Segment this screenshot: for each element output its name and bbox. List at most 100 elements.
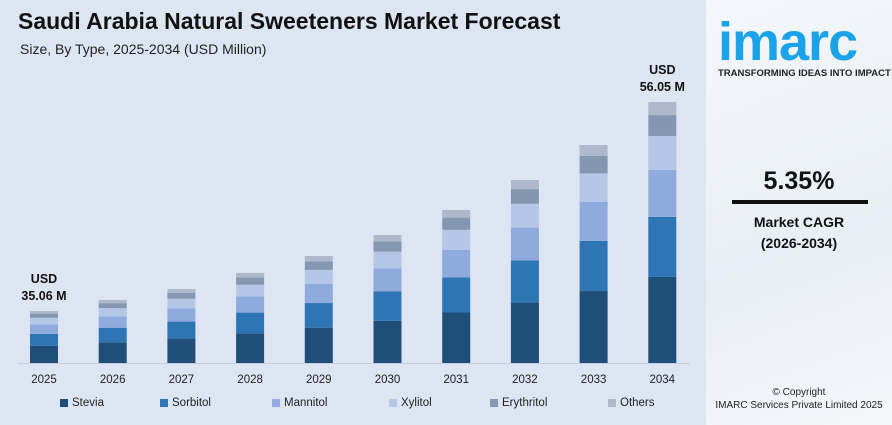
legend-swatch <box>490 399 498 407</box>
legend-swatch <box>389 399 397 407</box>
bar-segment-xylitol-2028 <box>236 284 265 297</box>
bar-segment-stevia-2034 <box>648 276 677 363</box>
legend-label: Mannitol <box>284 397 328 409</box>
bar-segment-mannitol-2029 <box>304 283 333 304</box>
bar-segment-stevia-2025 <box>30 345 58 363</box>
cagr-period: (2026-2034) <box>760 235 838 251</box>
bar-segment-stevia-2030 <box>373 320 402 363</box>
x-tick-label: 2034 <box>650 374 676 386</box>
bar-segment-xylitol-2032 <box>510 203 539 228</box>
legend-label: Others <box>620 397 655 409</box>
bar-segment-sorbitol-2027 <box>167 321 196 339</box>
bar-segment-stevia-2026 <box>98 342 127 363</box>
legend-label: Sorbitol <box>172 397 211 409</box>
legend-label: Stevia <box>72 397 104 409</box>
bar-segment-xylitol-2034 <box>648 135 677 170</box>
data-label: 56.05 M <box>640 80 685 94</box>
copyright-line: © Copyright <box>772 387 826 398</box>
x-tick-label: 2028 <box>237 374 263 386</box>
bar-segment-erythritol-2031 <box>442 217 471 230</box>
chart-subtitle: Size, By Type, 2025-2034 (USD Million) <box>20 41 267 57</box>
bar-segment-xylitol-2026 <box>98 308 127 317</box>
bar-segment-mannitol-2033 <box>579 201 608 241</box>
legend-label: Erythritol <box>502 397 548 409</box>
x-tick-label: 2032 <box>512 374 538 386</box>
bar-segment-mannitol-2032 <box>510 227 539 261</box>
bar-segment-sorbitol-2031 <box>442 277 471 313</box>
x-tick-label: 2029 <box>306 374 332 386</box>
bar-segment-mannitol-2031 <box>442 249 471 278</box>
x-tick-label: 2033 <box>581 374 607 386</box>
bar-segment-mannitol-2025 <box>30 324 58 334</box>
bar-segment-erythritol-2033 <box>579 155 608 174</box>
bar-segment-xylitol-2033 <box>579 173 608 202</box>
legend-swatch <box>60 399 68 407</box>
cagr-label: Market CAGR (2026-2034) <box>706 212 892 254</box>
divider <box>732 200 868 204</box>
bar-segment-erythritol-2029 <box>304 261 333 270</box>
legend-swatch <box>608 399 616 407</box>
bar-segment-erythritol-2032 <box>510 189 539 204</box>
bar-segment-sorbitol-2033 <box>579 240 608 292</box>
legend-item-sorbitol: Sorbitol <box>160 397 211 409</box>
bar-segment-others-2031 <box>442 209 471 218</box>
legend-swatch <box>272 399 280 407</box>
bar-segment-mannitol-2027 <box>167 308 196 322</box>
bar-segment-mannitol-2026 <box>98 316 127 328</box>
data-label: USD <box>649 63 675 77</box>
bar-segment-sorbitol-2030 <box>373 291 402 321</box>
bar-segment-erythritol-2027 <box>167 292 196 299</box>
x-tick-label: 2027 <box>169 374 195 386</box>
bar-segment-others-2034 <box>648 102 677 116</box>
bar-segment-stevia-2033 <box>579 291 608 363</box>
x-tick-label: 2030 <box>375 374 401 386</box>
legend-item-erythritol: Erythritol <box>490 397 547 409</box>
bar-segment-xylitol-2027 <box>167 298 196 309</box>
bar-segment-others-2032 <box>510 179 539 190</box>
bar-segment-sorbitol-2032 <box>510 260 539 303</box>
bar-segment-sorbitol-2028 <box>236 312 265 334</box>
x-tick-label: 2026 <box>100 374 126 386</box>
legend-label: Xylitol <box>401 397 432 409</box>
cagr-label-text: Market CAGR <box>753 214 845 230</box>
bar-segment-others-2026 <box>98 299 127 304</box>
legend-swatch <box>160 399 168 407</box>
legend-item-stevia: Stevia <box>60 397 104 409</box>
bar-segment-mannitol-2028 <box>236 296 265 313</box>
bar-segment-stevia-2029 <box>304 327 333 363</box>
bar-segment-stevia-2031 <box>442 312 471 363</box>
bar-segment-stevia-2032 <box>510 302 539 363</box>
bar-segment-xylitol-2029 <box>304 269 333 284</box>
bar-segment-erythritol-2026 <box>98 303 127 309</box>
bar-segment-others-2033 <box>579 145 608 156</box>
stacked-bar-chart: 2025 USD 35.06 M 2026 2027 2028 2029 2030 2031 20… <box>18 63 690 386</box>
data-label: USD <box>31 272 57 286</box>
bar-segment-sorbitol-2034 <box>648 216 677 277</box>
bar-segment-others-2025 <box>30 311 58 314</box>
bar-segment-mannitol-2034 <box>648 169 677 217</box>
copyright: © Copyright IMARC Services Private Limite… <box>706 386 892 412</box>
bar-segment-erythritol-2025 <box>30 313 58 318</box>
bar-segment-mannitol-2030 <box>373 268 402 292</box>
chart-title: Saudi Arabia Natural Sweeteners Market F… <box>18 8 561 34</box>
bar-segment-xylitol-2030 <box>373 251 402 269</box>
legend-item-xylitol: Xylitol <box>389 397 432 409</box>
bar-segment-erythritol-2028 <box>236 277 265 285</box>
legend-item-others: Others <box>608 397 655 409</box>
bar-segment-others-2029 <box>304 255 333 262</box>
imarc-logo: imarc <box>718 12 858 72</box>
legend-item-mannitol: Mannitol <box>272 397 327 409</box>
side-panel: imarc TRANSFORMING IDEAS INTO IMPACT 5.3… <box>706 0 892 425</box>
cagr-value: 5.35% <box>763 167 835 195</box>
bar-segment-xylitol-2031 <box>442 229 471 250</box>
x-tick-label: 2031 <box>443 374 469 386</box>
data-label: 35.06 M <box>21 289 66 303</box>
bar-segment-others-2030 <box>373 234 402 242</box>
bar-segment-others-2027 <box>167 289 196 293</box>
bar-segment-sorbitol-2025 <box>30 333 58 346</box>
bar-segment-others-2028 <box>236 272 265 278</box>
bar-segment-erythritol-2034 <box>648 115 677 136</box>
bar-segment-erythritol-2030 <box>373 241 402 252</box>
bar-segment-xylitol-2025 <box>30 317 58 325</box>
company-name: IMARC Services Private Limited 2025 <box>715 400 883 411</box>
